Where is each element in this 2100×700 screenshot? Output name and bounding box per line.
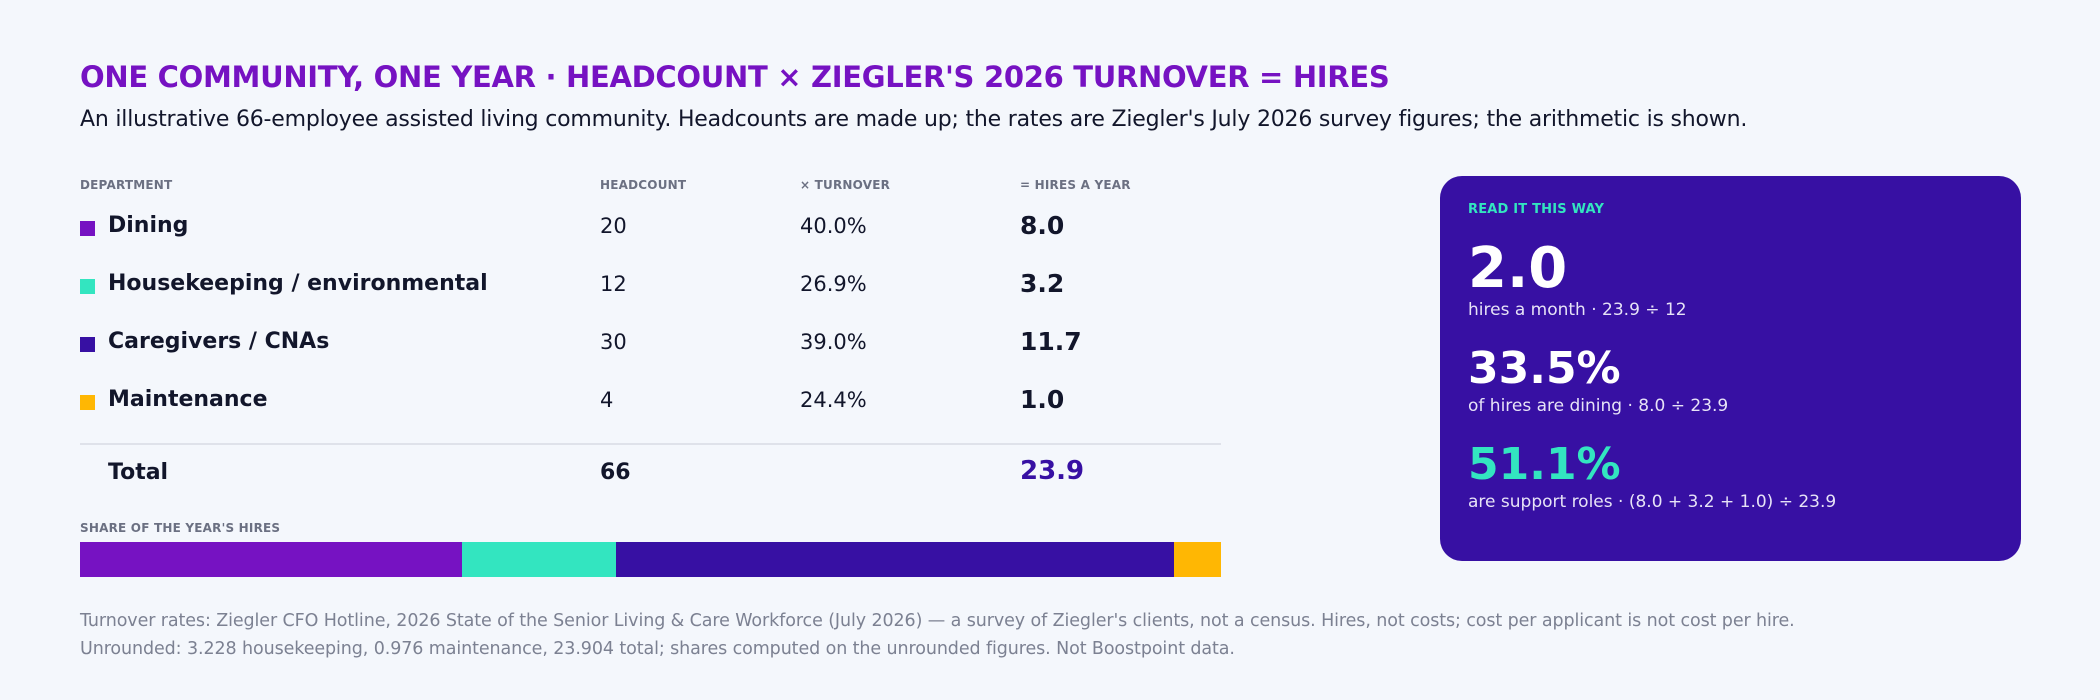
stat-caption: of hires are dining · 8.0 ÷ 23.9 [1468,396,1729,416]
housekeeping-swatch [80,279,95,294]
hires-value: 1.0 [1020,385,1065,414]
footnote-sources: Turnover rates: Ziegler CFO Hotline, 202… [80,611,1795,631]
dining-swatch [80,221,95,236]
turnover-value: 24.4% [800,388,867,412]
hires-value: 8.0 [1020,211,1065,240]
department-name: Dining [108,213,189,238]
share-bar-label: SHARE OF THE YEAR'S HIRES [80,521,281,535]
column-header-turnover: × TURNOVER [800,178,891,192]
share-segment-dining [80,542,462,577]
headcount-value: 30 [600,330,627,354]
turnover-value: 40.0% [800,214,867,238]
caregivers-swatch [80,337,95,352]
hires-value: 3.2 [1020,269,1065,298]
read-it-card: READ IT THIS WAY 2.0 hires a month · 23.… [1440,176,2021,561]
hires-value: 11.7 [1020,327,1082,356]
total-hires: 23.9 [1020,456,1085,486]
share-segment-maintenance [1174,542,1221,577]
share-bar [80,542,1221,577]
page-subtitle: An illustrative 66-employee assisted liv… [80,107,1748,132]
department-name: Maintenance [108,387,268,412]
table-row: Maintenance 4 24.4% 1.0 [80,381,1220,421]
share-segment-caregivers-cnas [615,542,1175,577]
turnover-value: 26.9% [800,272,867,296]
stat-dining-share: 33.5% [1468,343,1621,394]
page-title: ONE COMMUNITY, ONE YEAR · HEADCOUNT × ZI… [80,60,1390,94]
table-divider [80,443,1221,445]
headcount-value: 4 [600,388,614,412]
headcount-value: 12 [600,272,627,296]
column-header-department: DEPARTMENT [80,178,173,192]
column-header-hires: = HIRES A YEAR [1020,178,1131,192]
table-row: Dining 20 40.0% 8.0 [80,207,1220,247]
stat-caption: are support roles · (8.0 + 3.2 + 1.0) ÷ … [1468,492,1837,512]
total-label: Total [108,460,169,485]
footnote-unrounded: Unrounded: 3.228 housekeeping, 0.976 mai… [80,639,1235,659]
stat-hires-per-month: 2.0 [1468,236,1568,301]
total-headcount: 66 [600,460,631,485]
department-name: Caregivers / CNAs [108,329,330,354]
share-segment-housekeeping-environmental [461,542,616,577]
stat-caption: hires a month · 23.9 ÷ 12 [1468,300,1687,320]
turnover-value: 39.0% [800,330,867,354]
card-label: READ IT THIS WAY [1468,202,1605,217]
department-name: Housekeeping / environmental [108,271,488,296]
table-row: Caregivers / CNAs 30 39.0% 11.7 [80,323,1220,363]
stat-support-share: 51.1% [1468,439,1621,490]
table-row: Housekeeping / environmental 12 26.9% 3.… [80,265,1220,305]
maintenance-swatch [80,395,95,410]
headcount-value: 20 [600,214,627,238]
column-header-headcount: HEADCOUNT [600,178,687,192]
